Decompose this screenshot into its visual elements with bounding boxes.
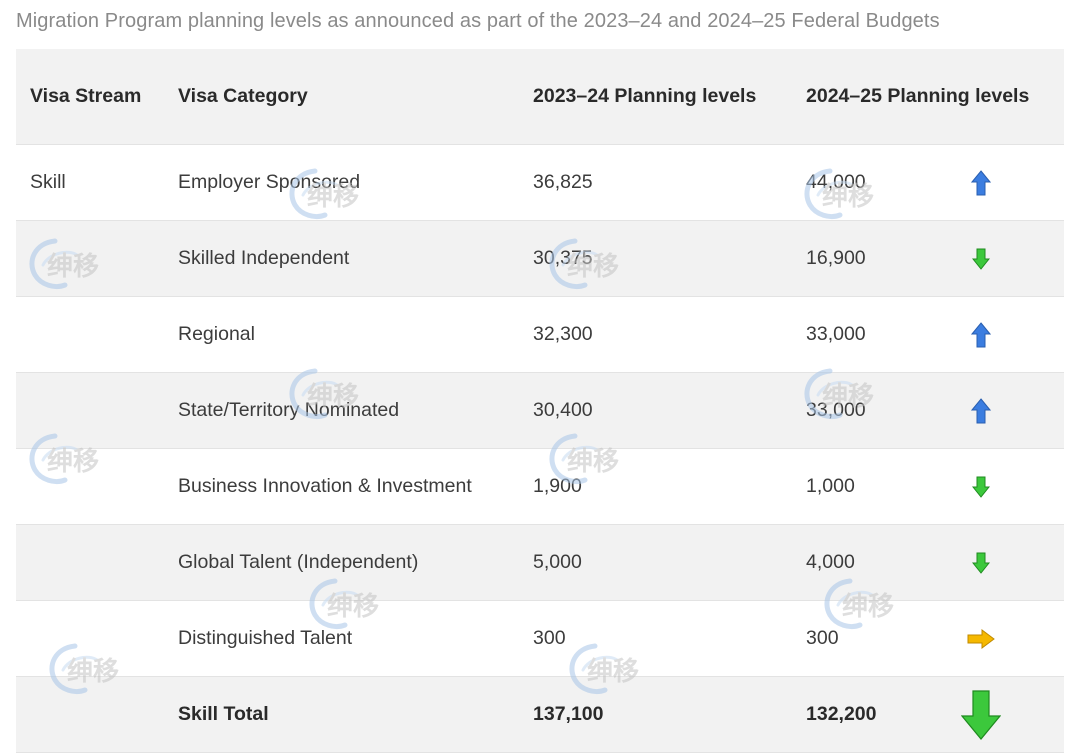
arrow-down-icon [956,449,1006,524]
planning-2024-25-cell: 4,000 [806,551,855,573]
planning-2024-25-cell: 300 [806,627,839,649]
table-caption: Migration Program planning levels as ann… [16,10,940,32]
planning-2023-24-cell: 300 [533,627,566,649]
visa-category-cell: State/Territory Nominated [178,399,400,421]
header-2024-25: 2024–25 Planning levels [806,85,1030,107]
visa-category-cell: Business Innovation & Investment [178,475,472,497]
planning-2024-25-cell: 132,200 [806,703,877,725]
total-row: Skill Total 137,100 132,200 [16,677,1064,753]
planning-2024-25-cell: 33,000 [806,323,866,345]
table-row: Regional 32,300 33,000 [16,297,1064,373]
header-visa-category: Visa Category [178,85,308,107]
table-header-row: Visa Stream Visa Category 2023–24 Planni… [16,49,1064,145]
planning-2023-24-cell: 137,100 [533,703,604,725]
visa-category-cell: Skilled Independent [178,247,350,269]
visa-category-cell: Distinguished Talent [178,627,353,649]
visa-category-cell: Skill Total [178,703,269,725]
planning-2023-24-cell: 5,000 [533,551,582,573]
arrow-up-icon [956,373,1006,448]
arrow-right-icon [956,601,1006,676]
table-row: Business Innovation & Investment 1,900 1,0… [16,449,1064,525]
arrow-up-icon [956,297,1006,372]
planning-2024-25-cell: 1,000 [806,475,855,497]
table-row: Skill Employer Sponsored 36,825 44,000 [16,145,1064,221]
arrow-down-icon [956,525,1006,600]
arrow-up-icon [956,145,1006,220]
visa-category-cell: Global Talent (Independent) [178,551,419,573]
planning-2023-24-cell: 36,825 [533,171,593,193]
planning-2023-24-cell: 30,375 [533,247,593,269]
arrow-down-icon [956,677,1006,752]
visa-category-cell: Regional [178,323,255,345]
table-row: Global Talent (Independent) 5,000 4,000 [16,525,1064,601]
visa-category-cell: Employer Sponsored [178,171,361,193]
table-row: State/Territory Nominated 30,400 33,000 [16,373,1064,449]
visa-stream-cell: Skill [30,171,66,193]
table-row: Distinguished Talent 300 300 [16,601,1064,677]
planning-2023-24-cell: 1,900 [533,475,582,497]
planning-2024-25-cell: 44,000 [806,171,866,193]
arrow-down-icon [956,221,1006,296]
table-row: Skilled Independent 30,375 16,900 [16,221,1064,297]
planning-2024-25-cell: 16,900 [806,247,866,269]
planning-2024-25-cell: 33,000 [806,399,866,421]
planning-levels-table: Visa Stream Visa Category 2023–24 Planni… [16,49,1064,753]
planning-2023-24-cell: 32,300 [533,323,593,345]
planning-2023-24-cell: 30,400 [533,399,593,421]
header-visa-stream: Visa Stream [30,85,142,107]
header-2023-24: 2023–24 Planning levels [533,85,757,107]
